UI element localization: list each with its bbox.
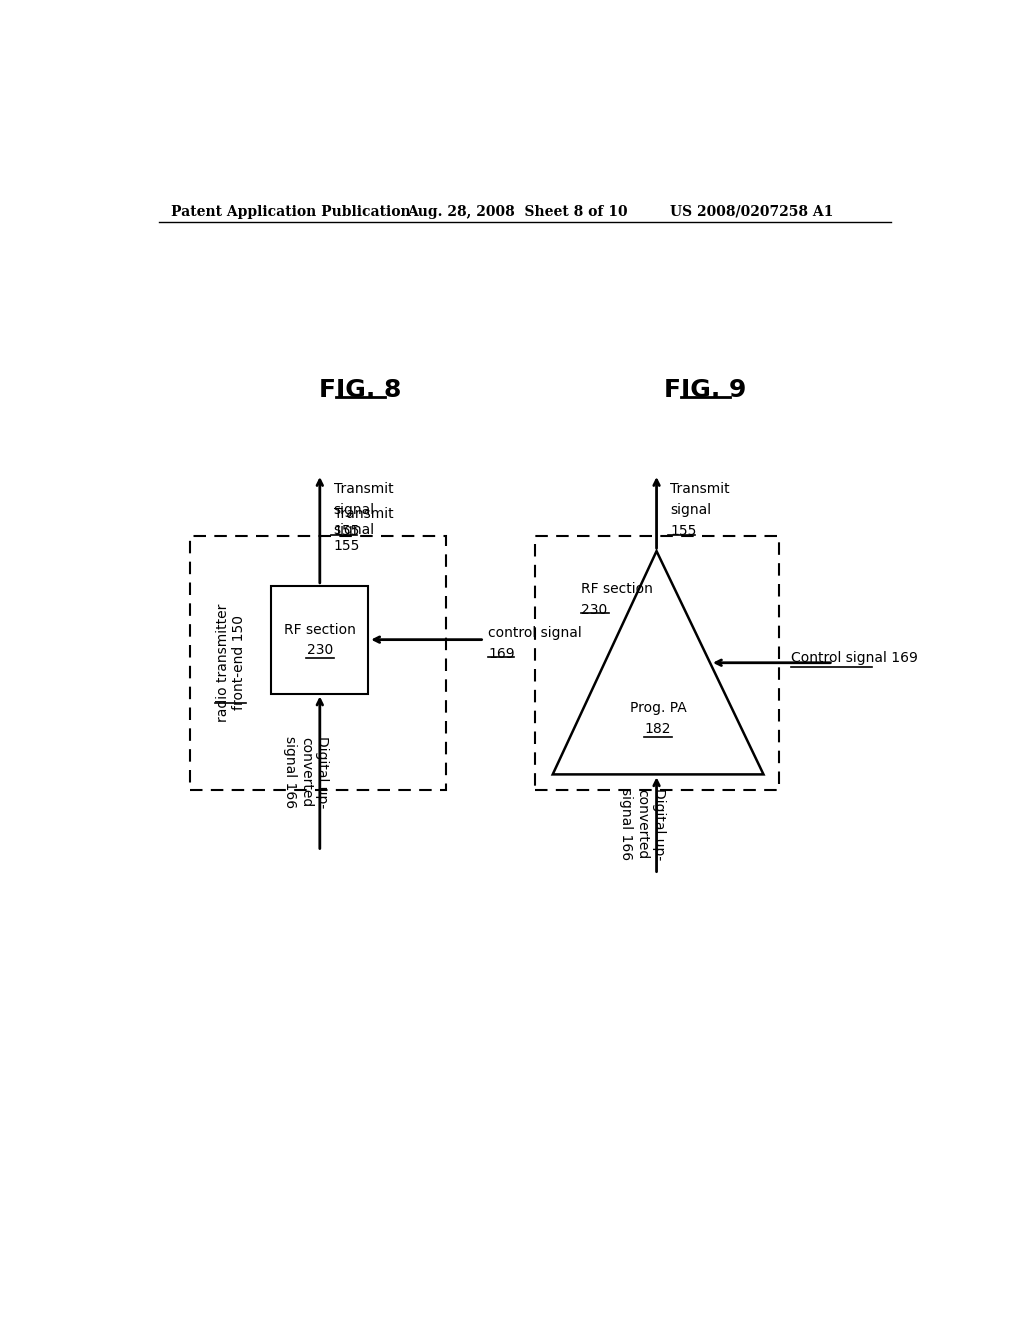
Bar bbox=[190, 536, 445, 789]
Text: Transmit: Transmit bbox=[334, 482, 393, 496]
Text: FIG. 9: FIG. 9 bbox=[665, 378, 746, 401]
Text: FIG. 8: FIG. 8 bbox=[319, 378, 401, 401]
Text: Transmit
signal
155: Transmit signal 155 bbox=[334, 507, 393, 553]
Bar bbox=[535, 536, 779, 789]
Text: RF section: RF section bbox=[284, 623, 355, 638]
Text: Patent Application Publication: Patent Application Publication bbox=[171, 205, 411, 219]
Text: 230: 230 bbox=[306, 643, 333, 657]
Text: Transmit: Transmit bbox=[671, 482, 730, 496]
Text: radio transmitter
front-end 150: radio transmitter front-end 150 bbox=[216, 603, 246, 722]
Text: control signal: control signal bbox=[488, 626, 582, 640]
Text: Digital up-
converted
signal 166: Digital up- converted signal 166 bbox=[620, 788, 666, 861]
Text: Digital up-
converted
signal 166: Digital up- converted signal 166 bbox=[283, 737, 329, 809]
Text: 182: 182 bbox=[645, 722, 672, 737]
Text: 155: 155 bbox=[671, 524, 697, 539]
Bar bbox=[271, 586, 369, 693]
Text: Prog. PA: Prog. PA bbox=[630, 701, 686, 714]
Text: signal: signal bbox=[671, 503, 712, 517]
Text: RF section: RF section bbox=[582, 582, 653, 595]
Text: 230: 230 bbox=[582, 603, 607, 618]
Text: signal: signal bbox=[334, 503, 375, 517]
Polygon shape bbox=[553, 552, 764, 775]
Text: Control signal 169: Control signal 169 bbox=[791, 651, 918, 665]
Text: Aug. 28, 2008  Sheet 8 of 10: Aug. 28, 2008 Sheet 8 of 10 bbox=[407, 205, 628, 219]
Text: 155: 155 bbox=[334, 524, 360, 539]
Text: 169: 169 bbox=[488, 647, 515, 661]
Text: US 2008/0207258 A1: US 2008/0207258 A1 bbox=[671, 205, 834, 219]
